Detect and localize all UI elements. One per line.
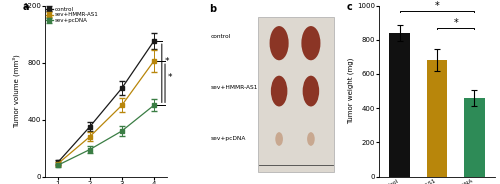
Text: *: * [168,73,172,82]
Ellipse shape [302,76,319,107]
Bar [426,60,448,177]
Bar [389,33,410,177]
Text: sev+pcDNA: sev+pcDNA [210,137,246,141]
Y-axis label: Tumor volume (mm³): Tumor volume (mm³) [12,54,20,128]
Ellipse shape [276,132,283,146]
Text: *: * [434,1,440,11]
Legend: control, sev+HMMR-AS1, sev+pcDNA: control, sev+HMMR-AS1, sev+pcDNA [46,7,98,23]
Text: a: a [23,2,30,12]
Text: *: * [454,18,458,28]
FancyBboxPatch shape [258,17,334,171]
Text: b: b [209,4,216,14]
Text: sev+HMMR-AS1: sev+HMMR-AS1 [210,85,258,90]
Bar [464,98,484,177]
Text: control: control [210,34,231,39]
Text: *: * [164,57,169,66]
Ellipse shape [270,26,288,60]
Ellipse shape [302,26,320,60]
Ellipse shape [307,132,314,146]
Text: c: c [346,2,352,12]
Y-axis label: Tumor weight (mg): Tumor weight (mg) [348,58,354,124]
Ellipse shape [271,76,287,107]
